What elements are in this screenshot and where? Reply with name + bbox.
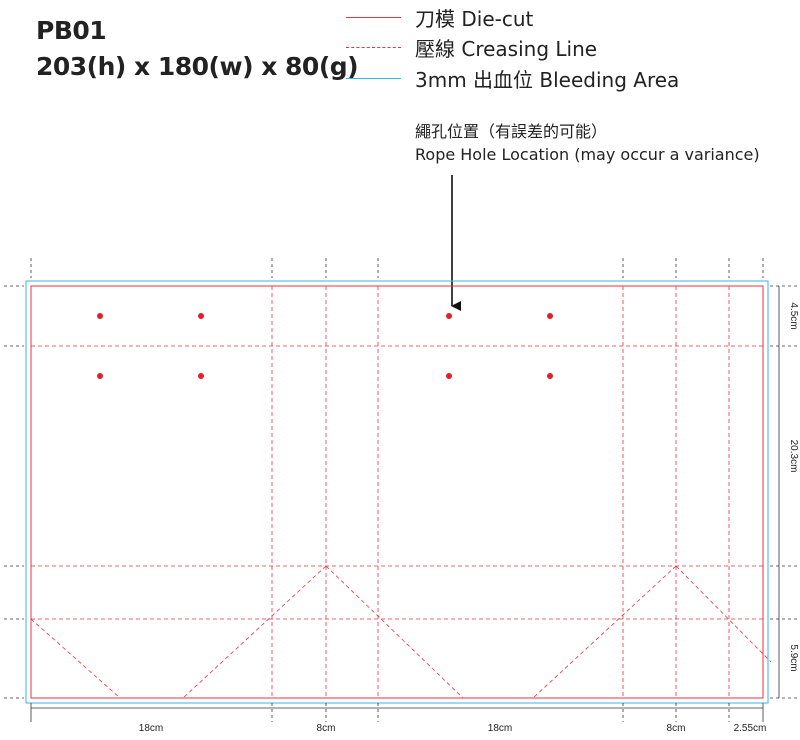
legend-bleed-label: 3mm 出血位 Bleeding Area (415, 67, 680, 92)
rope-hole (198, 373, 204, 379)
dim-label-bottom: 5.9cm (788, 644, 799, 671)
horizontal-crease-lines (31, 345, 763, 620)
right-dimension-guides (770, 285, 800, 699)
diagonal-crease-lines (30, 565, 772, 699)
dim-label-height: 20.3cm (788, 440, 799, 473)
top-extension-ticks (30, 258, 764, 278)
dim-label-gusset-1: 8cm (317, 723, 336, 734)
crease-diag-3 (325, 565, 464, 699)
die-cut-outline (30, 285, 764, 699)
legend-bleed: 3mm 出血位 Bleeding Area (346, 63, 679, 93)
crease-diag-1 (30, 618, 121, 699)
rope-hole-note-english: Rope Hole Location (may occur a variance… (415, 145, 760, 164)
rope-hole (446, 313, 452, 319)
dim-label-top-fold: 4.5cm (788, 302, 799, 329)
legend-die-cut: 刀模 Die-cut (346, 2, 533, 32)
die-cut-line-swatch (346, 16, 401, 18)
crease-diag-5 (675, 565, 772, 663)
rope-hole (198, 313, 204, 319)
dim-label-gusset-2: 8cm (667, 723, 686, 734)
legend-crease: 壓線 Creasing Line (346, 32, 597, 62)
model-code: PB01 (36, 16, 107, 45)
dim-label-glue-flap: 2.55cm (734, 723, 767, 734)
bottom-dimension-guides (30, 703, 764, 722)
bleed-area-outline (25, 280, 769, 704)
vertical-crease-lines (271, 286, 730, 698)
rope-hole (547, 313, 553, 319)
rope-hole (446, 373, 452, 379)
crease-diag-2 (182, 565, 327, 699)
left-extension-ticks (4, 285, 24, 699)
rope-hole (97, 373, 103, 379)
legend-crease-label: 壓線 Creasing Line (415, 36, 598, 61)
bag-dimensions: 203(h) x 180(w) x 80(g) (36, 52, 359, 81)
dim-label-front-panel: 18cm (139, 723, 163, 734)
rope-holes (97, 313, 553, 379)
dim-label-back-panel: 18cm (488, 723, 512, 734)
rope-hole (97, 313, 103, 319)
bleed-line-swatch (346, 77, 401, 79)
crease-line-swatch (346, 46, 401, 48)
crease-diag-4 (532, 565, 677, 699)
legend-die-cut-label: 刀模 Die-cut (415, 6, 534, 31)
rope-hole-note-chinese: 繩孔位置（有誤差的可能） (415, 122, 608, 141)
rope-hole (547, 373, 553, 379)
